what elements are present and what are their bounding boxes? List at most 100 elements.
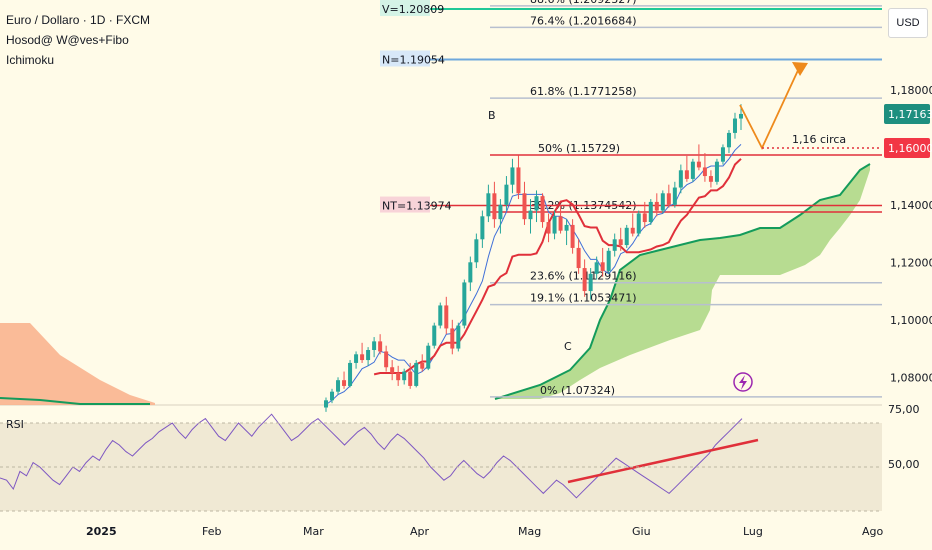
candle-body bbox=[396, 372, 401, 381]
indicator-wave-fibo[interactable]: Hosod@ W@ves+Fibo bbox=[6, 33, 129, 47]
fib-label: 50% (1.15729) bbox=[538, 142, 620, 155]
currency-button[interactable]: USD bbox=[888, 8, 928, 38]
target-price-tag bbox=[884, 138, 930, 158]
candle-body bbox=[426, 345, 431, 369]
lightning-icon bbox=[739, 375, 747, 390]
fib-label: 0% (1.07324) bbox=[540, 384, 615, 397]
time-tick-label: Feb bbox=[202, 525, 221, 538]
candle-body bbox=[696, 161, 701, 168]
ichimoku-kumo bbox=[495, 164, 870, 399]
candle-body bbox=[402, 371, 407, 381]
indicator-ichimoku[interactable]: Ichimoku bbox=[6, 53, 55, 67]
symbol-title: Euro / Dollaro · 1D · FXCM bbox=[6, 13, 151, 27]
candle-body bbox=[726, 132, 731, 148]
candle-body bbox=[732, 118, 737, 133]
candle-body bbox=[600, 262, 605, 271]
price-axis: 1,18000 1,14000 1,12000 1,10000 1,08000 bbox=[890, 84, 932, 385]
candle-body bbox=[582, 268, 587, 292]
candle-body bbox=[528, 210, 533, 220]
ichimoku-kumo-bear bbox=[0, 323, 155, 405]
fib-label: 19.1% (1.1053471) bbox=[530, 292, 637, 305]
candle-body bbox=[414, 362, 419, 386]
time-tick-label: Lug bbox=[743, 525, 763, 538]
candle-body bbox=[540, 196, 545, 223]
candle-body bbox=[384, 351, 389, 368]
candle-body bbox=[360, 354, 365, 361]
ichimoku-kijun bbox=[373, 158, 742, 376]
candle-body bbox=[558, 216, 563, 231]
candle-body bbox=[648, 201, 653, 223]
candle-body bbox=[336, 380, 341, 392]
candle-body bbox=[702, 167, 707, 177]
candle-body bbox=[624, 227, 629, 246]
candle-body bbox=[552, 216, 557, 234]
candle-body bbox=[516, 167, 521, 194]
time-tick-label: Giu bbox=[632, 525, 651, 538]
wave-level-label: N=1.19054 bbox=[382, 53, 445, 66]
time-tick-label: Ago bbox=[862, 525, 884, 538]
candle-body bbox=[378, 341, 383, 352]
rsi-line bbox=[0, 413, 743, 499]
candle-body bbox=[444, 305, 449, 329]
candle-body bbox=[462, 282, 467, 326]
time-tick-label: Mar bbox=[303, 525, 324, 538]
rsi-trendline bbox=[567, 438, 759, 484]
candle-body bbox=[504, 184, 509, 205]
candle-body bbox=[618, 239, 623, 246]
candle-body bbox=[708, 176, 713, 182]
wave-level-label-bg bbox=[380, 196, 430, 213]
candle-body bbox=[739, 113, 743, 119]
time-tick-label: Mag bbox=[518, 525, 541, 538]
candle-body bbox=[438, 305, 443, 326]
wave-level-label-bg bbox=[380, 50, 430, 67]
candle-body bbox=[372, 341, 377, 350]
candle-body bbox=[522, 193, 527, 220]
candle-body bbox=[594, 262, 599, 274]
fib-label: 88.6% (1.2092327) bbox=[530, 0, 637, 6]
ichimoku-tenkan bbox=[325, 144, 742, 406]
candle-body bbox=[630, 227, 635, 234]
candle-body bbox=[450, 328, 455, 349]
last-price-tag bbox=[884, 104, 930, 124]
candle-body bbox=[510, 167, 515, 185]
candle-body bbox=[666, 193, 671, 205]
wave-label-b: B bbox=[488, 109, 496, 122]
candle-body bbox=[642, 213, 647, 223]
candle-body bbox=[324, 400, 328, 408]
candle-body bbox=[342, 380, 347, 386]
wave-label-c: C bbox=[564, 340, 572, 353]
candle-body bbox=[690, 161, 695, 179]
event-marker[interactable] bbox=[733, 372, 753, 392]
candle-body bbox=[486, 193, 491, 217]
candle-body bbox=[420, 362, 425, 369]
candle-body bbox=[612, 239, 617, 251]
candle-body bbox=[678, 170, 683, 188]
last-price-label: 1,17163 bbox=[888, 108, 932, 121]
rsi-label: RSI bbox=[6, 418, 24, 431]
rsi-tick-75: 75,00 bbox=[888, 403, 920, 416]
candle-body bbox=[330, 391, 335, 401]
candle-body bbox=[498, 204, 503, 220]
candle-body bbox=[408, 371, 413, 386]
candle-body bbox=[588, 273, 593, 292]
ichimoku-senkou-span bbox=[494, 163, 871, 400]
candlestick-series bbox=[324, 104, 743, 412]
wave-level-label: V=1.20809 bbox=[382, 3, 444, 16]
candle-body bbox=[684, 170, 689, 179]
wave-level-label: NT=1.13974 bbox=[382, 200, 452, 213]
candle-body bbox=[606, 250, 611, 271]
price-tick-label: 1,08000 bbox=[890, 371, 932, 384]
projection-arrow-icon bbox=[792, 62, 808, 76]
candle-body bbox=[564, 224, 569, 231]
rsi-tick-50: 50,00 bbox=[888, 458, 920, 471]
time-tick-label: Apr bbox=[410, 525, 430, 538]
candle-body bbox=[636, 213, 641, 234]
candle-body bbox=[366, 349, 371, 361]
candle-body bbox=[348, 362, 353, 386]
fib-label: 76.4% (1.2016684) bbox=[530, 14, 637, 27]
candle-body bbox=[390, 367, 395, 373]
candle-body bbox=[714, 161, 719, 182]
candle-body bbox=[468, 262, 473, 283]
candle-body bbox=[660, 193, 665, 211]
